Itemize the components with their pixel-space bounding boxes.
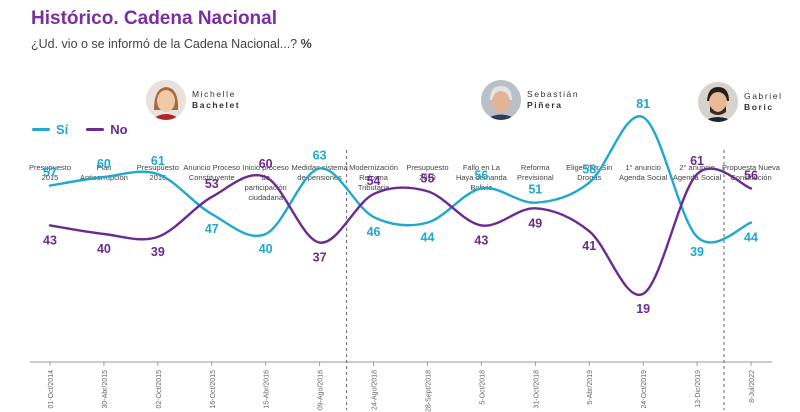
data-label: 51 (528, 183, 542, 197)
data-label: 47 (205, 222, 219, 236)
legend-label-si: Sí (56, 122, 69, 137)
chart-legend: Sí No (32, 122, 128, 137)
data-label: 54 (367, 174, 381, 188)
data-label: 81 (636, 97, 650, 111)
data-label: 61 (151, 154, 165, 168)
data-label: 56 (744, 168, 758, 182)
event-label: Presupuesto 2016 (137, 163, 179, 182)
x-tick-label: 5-Oct/2018 (479, 370, 486, 405)
x-tick-label: 5-Abr/2019 (587, 370, 594, 405)
x-tick-label: 24-Oct/2019 (641, 370, 648, 409)
subtitle-question: ¿Ud. vio o se informó de la Cadena Nacio… (31, 37, 298, 51)
x-tick-label: 02-Oct/2015 (156, 370, 163, 409)
president-first-name: Michelle (192, 89, 236, 99)
x-tick-label: 09-Ago/2016 (318, 370, 325, 410)
data-label: 63 (313, 148, 327, 162)
president-bachelet: Michelle Bachelet (146, 80, 240, 120)
series-line-no (48, 167, 753, 297)
x-tick-label: 24-Ago/2018 (372, 370, 379, 410)
data-label: 60 (259, 157, 273, 171)
boric-portrait (698, 82, 738, 122)
data-label: 43 (43, 233, 57, 247)
data-label: 19 (636, 302, 650, 316)
event-label: Propuesta Nueva Constitución (722, 163, 781, 182)
data-label: 58 (582, 163, 596, 177)
event-label: Elige Vivir Sin Drogas (566, 163, 612, 182)
data-label: 46 (367, 225, 381, 239)
page-title: Histórico. Cadena Nacional (31, 8, 278, 29)
subtitle-unit: % (300, 37, 312, 51)
legend-swatch-no (86, 128, 105, 131)
legend-label-no: No (110, 122, 128, 137)
x-tick-label: 8-Jul/2022 (749, 370, 756, 403)
data-label: 40 (97, 242, 111, 256)
data-label: 49 (528, 216, 542, 230)
bachelet-portrait (146, 80, 186, 120)
x-tick-label: 30-Abr/2015 (102, 370, 109, 409)
series-line-si (48, 115, 753, 244)
x-tick-label: 31-Oct/2018 (533, 370, 540, 409)
president-first-name: Sebastián (527, 89, 580, 99)
data-label: 56 (474, 168, 488, 182)
data-label: 40 (259, 242, 273, 256)
page-subtitle: ¿Ud. vio o se informó de la Cadena Nacio… (31, 37, 312, 51)
data-label: 41 (582, 239, 596, 253)
event-label: 2° anuncio Agenda Social (673, 163, 722, 182)
event-label: Presupuesto 2015 (29, 163, 71, 182)
x-tick-label: 15-Abr/2016 (264, 370, 271, 409)
data-label: 44 (421, 231, 435, 245)
president-first-name: Gabriel (744, 91, 783, 101)
data-label: 55 (421, 171, 435, 185)
x-tick-label: 13-Dic/2019 (695, 370, 702, 408)
data-label: 44 (744, 231, 758, 245)
data-label: 53 (205, 177, 219, 191)
president-last-name: Boric (744, 102, 774, 112)
data-label: 39 (151, 245, 165, 259)
president-last-name: Bachelet (192, 100, 241, 110)
data-label: 60 (97, 157, 111, 171)
data-label: 61 (690, 154, 704, 168)
x-tick-label: 01-Oct/2014 (48, 370, 55, 409)
event-label: Presupuesto 2019 (406, 163, 448, 182)
president-boric: Gabriel Boric (698, 82, 783, 122)
pinera-portrait (481, 80, 521, 120)
president-last-name: Piñera (527, 100, 563, 110)
data-label: 57 (43, 166, 57, 180)
x-tick-label: 16-Oct/2015 (210, 370, 217, 409)
event-label: Modernización Reforma Tributaria (349, 163, 398, 192)
data-label: 39 (690, 245, 704, 259)
x-tick-label: 28-Sept/2018 (425, 370, 432, 412)
legend-swatch-si (32, 128, 50, 131)
president-pinera: Sebastián Piñera (481, 80, 579, 120)
data-label: 43 (474, 233, 488, 247)
event-label: Reforma Previsional (517, 163, 554, 182)
event-label: Anuncio Proceso Constituyente (183, 163, 240, 182)
event-label: 1° anuncio Agenda Social (619, 163, 668, 182)
data-label: 37 (313, 251, 327, 265)
